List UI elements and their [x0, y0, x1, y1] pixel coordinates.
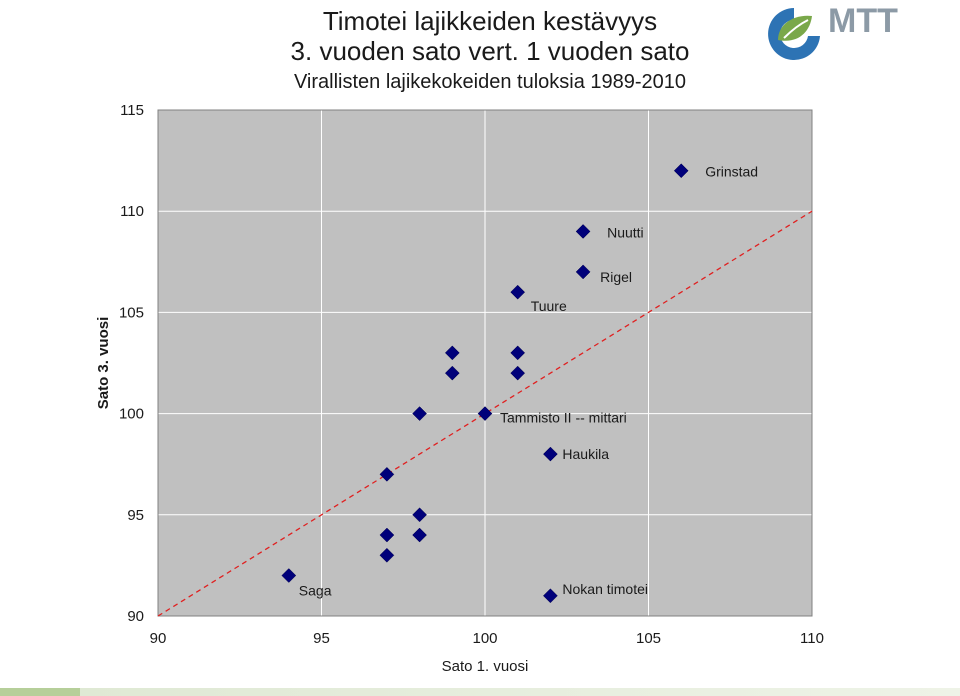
logo-text: MTT [828, 2, 898, 40]
data-point-marker [575, 264, 591, 280]
data-point-label: Haukila [562, 446, 609, 462]
x-axis-title: Sato 1. vuosi [442, 658, 529, 675]
reference-line [157, 210, 813, 617]
data-point-marker [379, 547, 395, 563]
chart-title-line-2: 3. vuoden sato vert. 1 vuoden sato [290, 36, 690, 66]
data-point-label: Rigel [600, 269, 632, 285]
mtt-leaf-logo-icon: MTT [768, 2, 898, 60]
y-tick-label: 95 [127, 507, 144, 524]
data-point-label: Saga [299, 583, 332, 599]
data-point-label: Grinstad [705, 164, 758, 180]
data-point-label: Nuutti [607, 224, 644, 240]
plot-border [157, 109, 813, 617]
data-point-marker [412, 527, 427, 543]
data-point-marker [510, 284, 526, 300]
data-point-marker [281, 568, 297, 583]
x-tick-label: 110 [800, 630, 824, 647]
data-point-label: Tuure [531, 298, 567, 314]
x-tick-label: 90 [150, 630, 167, 647]
y-tick-label: 105 [119, 304, 144, 321]
data-point-marker [412, 406, 427, 421]
data-point-marker [379, 466, 395, 482]
data-point-label: Nokan timotei [562, 581, 648, 597]
plot-area-group: 90 95 100 105 110 115 90 95 100 105 110 Sato 1. vuo… [95, 102, 824, 675]
y-tick-label: 100 [119, 406, 144, 423]
data-point-marker [444, 345, 460, 361]
chart-title-block: Timotei lajikkeiden kestävyys 3. vuoden … [180, 6, 800, 96]
x-tick-label: 100 [472, 630, 497, 647]
data-point-marker [673, 163, 689, 179]
data-point-marker [543, 588, 558, 604]
y-tick-label: 90 [127, 608, 144, 625]
data-point-label: Tammisto II -- mittari [500, 410, 627, 426]
y-tick-label: 110 [120, 203, 144, 220]
x-tick-label: 95 [313, 630, 330, 647]
chart-title: Timotei lajikkeiden kestävyys [322, 6, 658, 36]
footer-bar [0, 688, 960, 696]
data-point-marker [444, 365, 460, 381]
chart-subtitle: Virallisten lajikekokeiden tuloksia 1989… [293, 71, 687, 93]
data-point-marker [379, 527, 395, 543]
data-point-marker [543, 446, 558, 462]
data-point-marker [412, 507, 427, 523]
data-point-marker [510, 365, 526, 381]
data-point-marker [477, 406, 493, 421]
data-point-marker [575, 224, 591, 239]
data-point-marker [510, 345, 526, 361]
y-axis-title: Sato 3. vuosi [95, 317, 112, 410]
x-tick-label: 105 [636, 630, 661, 647]
y-tick-label: 115 [120, 102, 144, 119]
